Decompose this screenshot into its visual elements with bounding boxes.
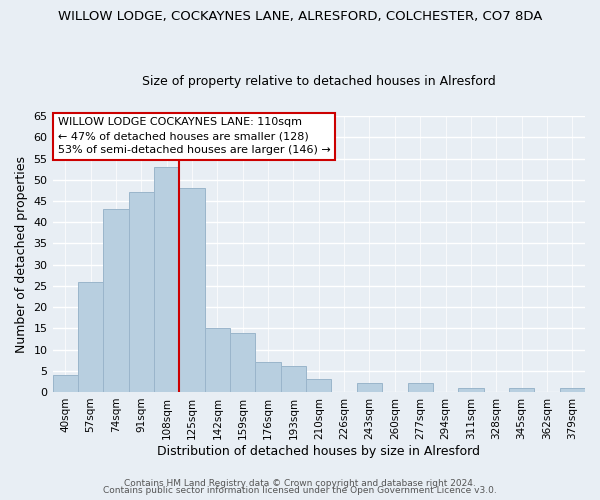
Bar [357,384,382,392]
Bar [103,210,128,392]
Text: Contains HM Land Registry data © Crown copyright and database right 2024.: Contains HM Land Registry data © Crown c… [124,478,476,488]
Bar [281,366,306,392]
Bar [53,375,78,392]
Text: Contains public sector information licensed under the Open Government Licence v3: Contains public sector information licen… [103,486,497,495]
Text: WILLOW LODGE COCKAYNES LANE: 110sqm
← 47% of detached houses are smaller (128)
5: WILLOW LODGE COCKAYNES LANE: 110sqm ← 47… [58,118,331,156]
Bar [205,328,230,392]
Bar [458,388,484,392]
Bar [154,167,179,392]
Bar [179,188,205,392]
Bar [256,362,281,392]
Bar [306,379,331,392]
Bar [128,192,154,392]
Bar [560,388,585,392]
X-axis label: Distribution of detached houses by size in Alresford: Distribution of detached houses by size … [157,444,480,458]
Bar [230,332,256,392]
Bar [407,384,433,392]
Bar [509,388,534,392]
Bar [78,282,103,392]
Y-axis label: Number of detached properties: Number of detached properties [15,156,28,352]
Title: Size of property relative to detached houses in Alresford: Size of property relative to detached ho… [142,76,496,88]
Text: WILLOW LODGE, COCKAYNES LANE, ALRESFORD, COLCHESTER, CO7 8DA: WILLOW LODGE, COCKAYNES LANE, ALRESFORD,… [58,10,542,23]
